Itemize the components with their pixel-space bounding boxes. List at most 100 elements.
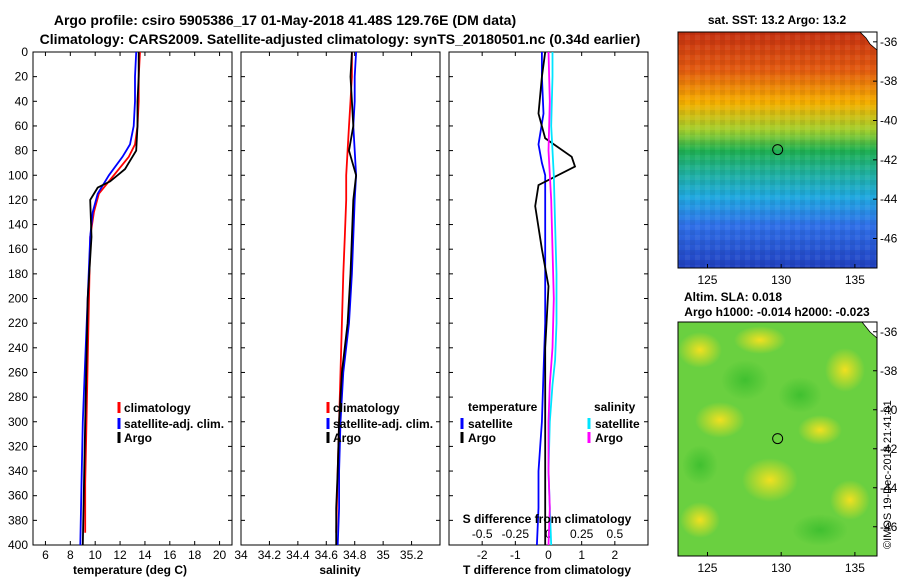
temperature-xlabel: temperature (deg C) [73,563,187,577]
sla-title-line-2: Argo h1000: -0.014 h2000: -0.023 [684,305,870,319]
difference-legend: temperature salinity satellite Argo sate… [460,400,640,445]
title-line-2: Climatology: CARS2009. Satellite-adjuste… [40,31,641,47]
depth-tick-label: 0 [21,45,28,59]
depth-tick-label: 300 [8,415,28,429]
series-argo-salinity [547,51,555,546]
salinity-axes-frame [240,51,441,546]
difference-panel: -2 -1 0 1 2 -0.5 -0.25 0 0.25 0.5 S difference f… [448,51,649,577]
depth-tick-label: 60 [15,119,29,133]
series-climatology [84,51,141,533]
sst-latitude-tick-labels: -36 -38 -40 -42 -44 -46 [873,35,898,246]
sla-title-line-1: Altim. SLA: 0.018 [684,290,782,304]
sla-latitude-tick-label: -44 [880,481,898,495]
sst-longitude-tick-label: 125 [697,273,717,287]
sst-longitude-tick-label: 135 [845,273,865,287]
s-difference-tick-label: 0.5 [606,527,623,541]
series-argo [81,52,140,546]
s-difference-tick-label: -0.25 [502,527,530,541]
sst-map-title: sat. SST: 13.2 Argo: 13.2 [708,13,847,27]
legend-temperature-title: temperature [468,400,538,414]
legend-t-satellite-label: satellite [468,417,513,431]
depth-tick-label: 380 [8,513,28,527]
sla-map-panel: Altim. SLA: 0.018 Argo h1000: -0.014 h20… [677,290,898,575]
depth-tick-label: 240 [8,341,28,355]
sla-latitude-tick-label: -38 [880,364,898,378]
depth-tick-label: 360 [8,489,28,503]
s-difference-tick-labels: -0.5 -0.25 0 0.25 0.5 [472,527,624,541]
t-difference-tick-label: 0 [545,548,552,562]
depth-tick-label: 80 [15,144,29,158]
temperature-tick-label: 8 [67,548,74,562]
depth-tick-labels: 0 20 40 60 80 100 120 140 160 180 200 220 240 260 280 3… [8,45,648,552]
legend-t-argo-label: Argo [468,431,496,445]
temperature-tick-label: 16 [163,548,177,562]
depth-tick-label: 40 [15,94,29,108]
t-difference-tick-label: 1 [578,548,585,562]
sst-longitude-tick-label: 130 [771,273,791,287]
series-satellite-adj-clim [79,51,138,546]
salinity-tick-label: 34.4 [286,548,310,562]
s-difference-label: S difference from climatology [463,512,632,526]
depth-tick-label: 160 [8,242,28,256]
difference-series [534,51,577,546]
salinity-tick-label: 35 [376,548,390,562]
sst-latitude-tick-label: -36 [880,35,898,49]
series-satellite-temperature [536,52,547,546]
series-argo [335,51,358,545]
sst-map-frame [677,31,878,269]
sla-latitude-tick-label: -42 [880,442,898,456]
legend-s-argo-label: Argo [595,431,623,445]
sla-longitude-tick-label: 135 [845,561,865,575]
watermark: ©IMOS 19-Dec-2018 21:41:01 [882,400,894,549]
sst-latitude-tick-label: -40 [880,114,898,128]
depth-tick-label: 180 [8,267,28,281]
sst-latitude-tick-label: -46 [880,232,898,246]
depth-tick-label: 140 [8,218,28,232]
depth-tick-label: 280 [8,390,28,404]
temperature-tick-label: 14 [138,548,152,562]
sst-argo-position-marker [772,144,784,156]
legend-climatology-label: climatology [333,401,400,415]
legend-salinity-title: salinity [594,400,636,414]
sst-latitude-tick-label: -44 [880,192,898,206]
salinity-panel: 34 34.2 34.4 34.6 34.8 35 35.2 salinity climat… [234,51,441,577]
temperature-legend: climatology satellite-adj. clim. Argo [117,401,224,445]
depth-tick-label: 340 [8,464,28,478]
salinity-tick-label: 34.8 [343,548,367,562]
salinity-series [335,51,358,546]
sla-longitude-tick-label: 130 [771,561,791,575]
t-difference-tick-label: -1 [510,548,521,562]
title-line-1: Argo profile: csiro 5905386_17 01-May-20… [54,12,516,28]
s-difference-tick-label: -0.5 [472,527,493,541]
depth-tick-label: 20 [15,70,29,84]
salinity-tick-label: 34.6 [315,548,339,562]
sla-latitude-tick-label: -46 [880,520,898,534]
sla-latitude-tick-label: -40 [880,403,898,417]
sla-latitude-tick-label: -36 [880,325,898,339]
depth-tick-label: 400 [8,538,28,552]
sla-latitude-tick-labels: -36 -38 -40 -42 -44 -46 [873,325,898,534]
sla-argo-position-marker [772,433,784,445]
depth-tick-label: 120 [8,193,28,207]
t-difference-tick-label: -2 [477,548,488,562]
depth-tick-label: 320 [8,439,28,453]
salinity-tick-labels: 34 34.2 34.4 34.6 34.8 35 35.2 [234,52,424,562]
temperature-tick-label: 18 [188,548,202,562]
sst-latitude-tick-label: -38 [880,74,898,88]
t-difference-tick-label: 2 [611,548,618,562]
sla-map-frame [677,321,878,557]
series-argo-temperature [534,51,577,545]
sla-longitude-tick-label: 125 [697,561,717,575]
sst-longitude-tick-labels: 125 130 135 [697,264,865,287]
temperature-tick-labels: 6 8 10 12 14 16 18 20 [42,52,227,562]
temperature-axes-frame [32,51,233,546]
salinity-tick-label: 35.2 [400,548,424,562]
sla-longitude-tick-labels: 125 130 135 [697,552,865,575]
temperature-tick-label: 6 [42,548,49,562]
t-difference-xlabel: T difference from climatology [463,563,631,577]
temperature-tick-label: 20 [213,548,227,562]
depth-tick-label: 260 [8,365,28,379]
sst-texture [678,32,877,268]
depth-tick-label: 200 [8,292,28,306]
